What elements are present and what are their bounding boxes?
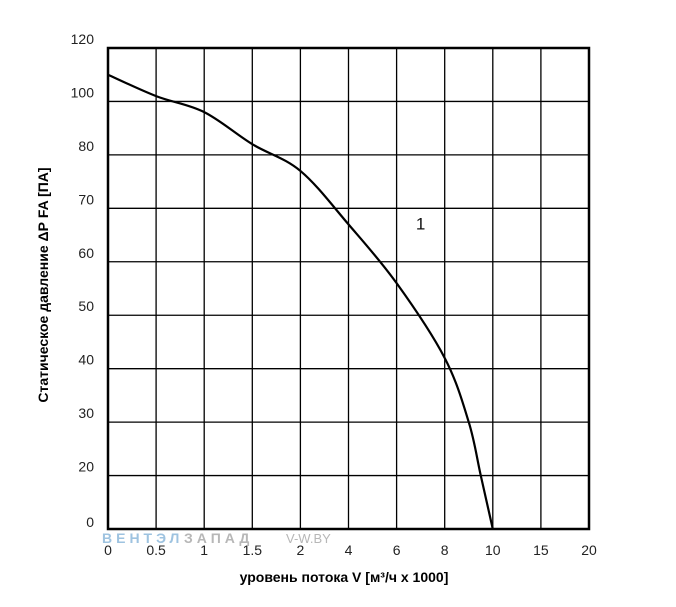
y-axis-title: Статическое давление ΔР FA [ПА]: [35, 167, 51, 402]
series-curves: [107, 73, 494, 530]
watermark-brand-a: ВЕНТЭЛ: [102, 530, 183, 546]
y-tick-label: 70: [78, 191, 94, 207]
y-tick-label: 50: [78, 298, 94, 314]
x-tick-label: 0: [104, 542, 112, 558]
x-tick-label: 1.5: [243, 542, 263, 558]
x-tick-label: 4: [345, 542, 353, 558]
watermark-brand-b: ЗАПАД: [184, 530, 253, 546]
y-tick-label: 80: [78, 138, 94, 154]
y-tick-labels: 0 20 30 40 50 60 70 80 100 120: [71, 31, 95, 530]
y-tick-label: 20: [78, 459, 94, 475]
plot-frame: [106, 46, 591, 531]
grid-lines: [108, 48, 589, 529]
x-tick-label: 1: [200, 542, 208, 558]
watermark-site: V-W.BY: [286, 531, 331, 546]
x-tick-label: 10: [485, 542, 501, 558]
y-tick-label: 40: [78, 352, 94, 368]
series-line: [107, 73, 494, 530]
y-tick-label: 30: [78, 405, 94, 421]
x-tick-labels: 0 0.5 1 1.5 2 4 6 8 10 15 20: [104, 542, 597, 558]
y-tick-label: 120: [71, 31, 95, 47]
x-tick-label: 8: [441, 542, 449, 558]
x-axis-title: уровень потока V [м³/ч x 1000]: [240, 569, 449, 585]
x-tick-label: 6: [393, 542, 401, 558]
x-tick-label: 0.5: [146, 542, 166, 558]
y-tick-label: 60: [78, 245, 94, 261]
x-tick-label: 2: [297, 542, 305, 558]
y-tick-label: 100: [71, 84, 95, 100]
y-tick-label: 0: [86, 514, 94, 530]
curve-label: 1: [416, 215, 425, 234]
x-tick-label: 20: [581, 542, 597, 558]
x-tick-label: 15: [533, 542, 549, 558]
watermark: ВЕНТЭЛ ЗАПАД V-W.BY: [102, 530, 331, 546]
